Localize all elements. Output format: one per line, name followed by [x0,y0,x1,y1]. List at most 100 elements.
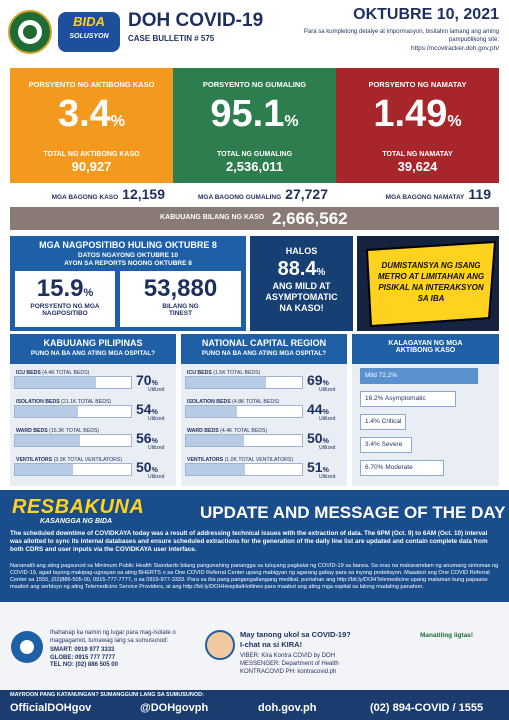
update-title: UPDATE AND MESSAGE OF THE DAY [200,503,506,522]
value: 51 [307,459,323,475]
value: 56 [136,430,152,446]
update-message: The scheduled downtime of COVIDKAYA toda… [10,530,488,553]
utilized-label: Utilized [148,387,165,393]
header-title: DOH COVID-19 [128,10,264,31]
positivity-rate-label: PORSYENTO NG MGA NAGPOSITIBO [30,303,100,317]
footer-twitter[interactable]: @DOHgovph [140,702,209,714]
value: 69 [307,372,323,388]
bida-logo: BIDA SOLUSYON [58,12,120,52]
unit: % [151,380,158,387]
utilization-bar [15,435,80,446]
unit: % [322,467,329,474]
utilized-label: Utilized [148,445,165,451]
total-cases-bar: KABUUANG BILANG NG KASO 2,666,562 [10,207,499,230]
utilized-label: Utilized [319,445,336,451]
utilized-label: Utilized [148,474,165,480]
value: 50 [136,459,152,475]
severity-title: KALAGAYAN NG MGA AKTIBONG KASO [352,334,499,364]
new-value: 119 [468,186,491,202]
footer-website[interactable]: doh.gov.ph [258,702,317,714]
positivity-panel: MGA NAGPOSITIBO HULING OKTUBRE 8 DATOS N… [10,236,246,331]
positivity-rate-box: 15.9% PORSYENTO NG MGA NAGPOSITIBO [15,271,115,327]
positivity-subtitle: AYON SA REPORTS NOONG OKTUBRE 8 [64,260,192,267]
row-label: ISOLATION BEDS (4.8K TOTAL BEDS) [187,399,279,405]
site-url[interactable]: https://ncovtracker.doh.gov.ph/ [410,45,499,52]
utilization-value: 54% [136,401,158,417]
reminder-shape [365,240,497,328]
bed-total: (1.5K TOTAL BEDS) [213,370,261,376]
kira-cta: I-chat na si KIRA! [240,640,303,649]
summary-label: PORSYENTO NG GUMALING [202,80,307,89]
doh-seal [8,10,52,54]
bar-track [14,405,132,418]
hospital-panel: NATIONAL CAPITAL REGION PUNO NA BA ANG AT… [181,334,347,486]
bar-track [185,463,303,476]
new-value: 27,727 [285,186,328,202]
percent-unit: % [110,113,126,130]
resbakuna-tagline: KASANGGA NG BIDA [40,518,113,525]
contact-section: Ihahanap ka namin ng lugar para mag-isol… [0,602,509,690]
severity-item: 16.2% Asymptomatic [360,391,456,407]
isolation-text: Ihahanap ka namin ng lugar para mag-isol… [50,630,176,644]
percent-unit: % [447,113,462,130]
logo-top: BIDA [73,14,105,29]
resbakuna-brand: RESBAKUNA [12,496,145,518]
bar-track [14,376,132,389]
bar-track [14,434,132,447]
bar-track [185,376,303,389]
summary-label: PORSYENTO NG NAMATAY [368,80,467,89]
mild-value: 88.4 [277,258,317,280]
reminder-text: DUMISTANSYA NG ISANG METRO AT LIMITAHAN … [377,261,485,303]
site-note: Para sa kumpletong detalye at impormasyo… [303,29,499,43]
row-label: VENTILATORS (3.3K TOTAL VENTILATORS) [16,457,122,463]
mild-panel: HALOS 88.4% ANG MILD AT ASYMPTOMATIC NA … [250,236,353,331]
utilization-value: 70% [136,372,158,388]
utilized-label: Utilized [319,387,336,393]
value: 70 [136,372,152,388]
utilization-value: 44% [307,401,329,417]
bulletin-number: CASE BULLETIN # 575 [128,34,215,43]
hospital-row: ISOLATION BEDS (4.8K TOTAL BEDS) 44% Utili… [185,399,343,424]
row-label: ISOLATION BEDS (21.1K TOTAL BEDS) [16,399,111,405]
hospital-subtitle: PUNO NA BA ANG ATING MGA OSPITAL? [30,350,156,357]
reminder-panel: DUMISTANSYA NG ISANG METRO AT LIMITAHAN … [357,236,499,331]
utilized-label: Utilized [148,416,165,422]
percent-value: 3.4 [57,93,111,135]
new-label: MGA BAGONG GUMALING [198,194,282,201]
hospital-row: VENTILATORS (3.3K TOTAL VENTILATORS) 50% U… [14,457,172,482]
severity-item: 1.4% Critical [360,414,406,430]
utilization-bar [15,377,97,388]
utilization-value: 69% [307,372,329,388]
utilization-bar [186,435,244,446]
hotline: SMART: 0919 977 3333 [50,647,115,653]
new-value: 12,159 [122,186,165,202]
utilization-value: 50% [136,459,158,475]
row-label: ICU BEDS (1.5K TOTAL BEDS) [187,370,260,376]
bed-total: (4.8K TOTAL BEDS) [232,399,280,405]
hotline: GLOBE: 0915 777 7777 [50,654,116,661]
tests-value: 53,880 [143,275,218,302]
hospital-row: ISOLATION BEDS (21.1K TOTAL BEDS) 54% Util… [14,399,172,424]
kira-channel: KONTRACOVID PH: kontracovid.ph [240,669,337,675]
row-label: WARD BEDS (15.3K TOTAL BEDS) [16,428,99,434]
footer-facebook[interactable]: OfficialDOHgov [10,702,92,714]
hospital-row: WARD BEDS (4.4K TOTAL BEDS) 50% Utilized [185,428,343,453]
unit: % [322,380,329,387]
rate-value: 15.9 [36,275,84,302]
bed-total: (1.0K TOTAL VENTILATORS) [224,457,294,463]
percent-value: 1.49 [373,93,448,135]
hospital-panel: KABUUANG PILIPINAS PUNO NA BA ANG ATING M… [10,334,176,486]
stay-safe: Manatiling ligtas! [420,632,474,639]
rate-unit: % [83,287,94,299]
footer-prompt: MAYROON PANG KATANUNGAN? SUMANGGUNI LANG… [10,692,204,698]
new-cases: MGA BAGONG KASO 12,159 [10,186,173,206]
hospital-header: KABUUANG PILIPINAS PUNO NA BA ANG ATING M… [10,334,176,364]
summary-total-label: TOTAL NG NAMATAY [382,151,453,158]
severity-item: 6.70% Moderate [360,460,444,476]
summary-box: PORSYENTO NG NAMATAY 1.49% TOTAL NG NAMATA… [336,68,499,183]
severity-panel: KALAGAYAN NG MGA AKTIBONG KASO Mild 72.2… [352,334,499,486]
percent-unit: % [284,113,299,130]
bed-type: VENTILATORS [187,457,224,463]
unit: % [322,409,329,416]
